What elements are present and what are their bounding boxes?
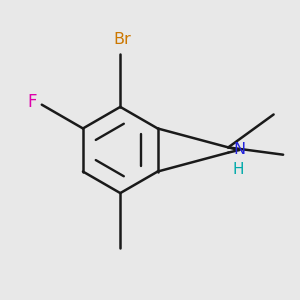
Text: F: F	[27, 93, 36, 111]
Text: N: N	[234, 142, 246, 157]
Text: Br: Br	[113, 32, 130, 47]
Text: H: H	[232, 161, 244, 176]
